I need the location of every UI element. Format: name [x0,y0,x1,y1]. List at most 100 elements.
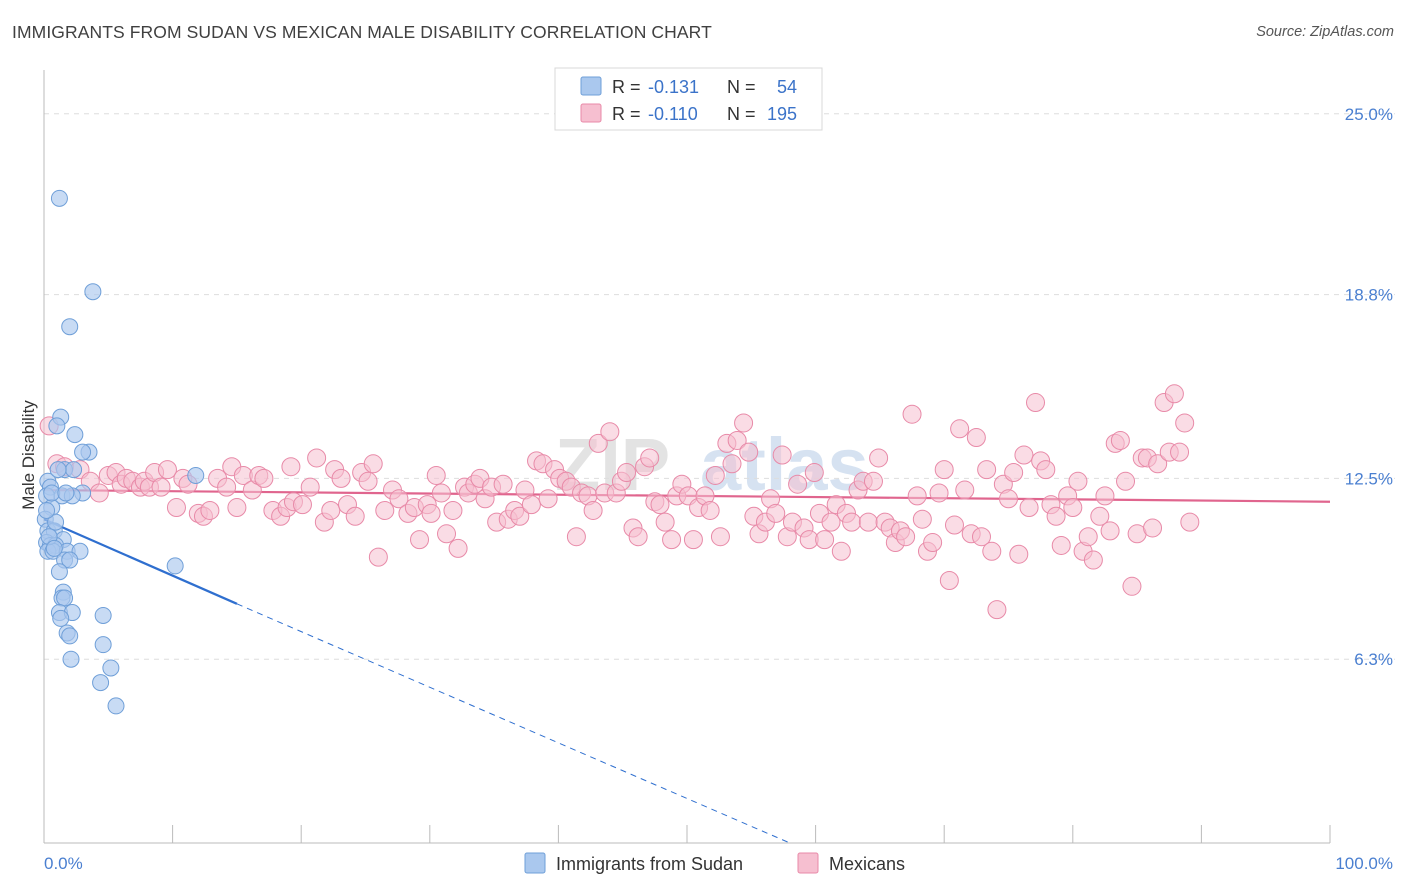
chart-title: IMMIGRANTS FROM SUDAN VS MEXICAN MALE DI… [12,22,712,42]
sudan-point [56,589,74,607]
sudan-point [49,461,67,479]
legend-n-value-mexicans: 195 [767,104,797,124]
mexicans-point [389,489,409,509]
mexicans-point [1110,430,1130,450]
legend-r-value-sudan: -0.131 [648,77,699,97]
mexicans-point [727,430,747,450]
mexicans-point [510,506,530,526]
sudan-trend-line [43,518,238,605]
bottom-legend-swatch-mexicans [797,852,819,874]
y-tick-label: 12.5% [1345,469,1393,488]
sudan-point [43,484,61,502]
mexicans-point [710,527,730,547]
mexicans-point [842,512,862,532]
mexicans-point [521,495,541,515]
mexicans-point [493,474,513,494]
sudan-point [52,609,70,627]
mexicans-point [254,468,274,488]
mexicans-point [443,500,463,520]
sudan-point [92,674,110,692]
mexicans-point [896,527,916,547]
x-tick-label-min: 0.0% [44,854,83,873]
mexicans-point [863,471,883,491]
mexicans-point [437,524,457,544]
legend-n-label-mexicans: N = [727,104,756,124]
mexicans-point [772,445,792,465]
mexicans-point [166,498,186,518]
mexicans-point [944,515,964,535]
mexicans-point [722,454,742,474]
legend-swatch-mexicans [580,103,602,123]
mexicans-point [200,500,220,520]
mexicans-point [987,600,1007,620]
sudan-point [57,484,75,502]
mexicans-point [345,506,365,526]
mexicans-point [650,495,670,515]
mexicans-point [1164,384,1184,404]
mexicans-point [1014,445,1034,465]
bottom-legend-label-sudan: Immigrants from Sudan [556,854,743,874]
x-tick-label-max: 100.0% [1335,854,1393,873]
mexicans-point [869,448,889,468]
sudan-point [66,426,84,444]
sudan-point [61,551,79,569]
sudan-point [187,466,205,484]
y-tick-label: 6.3% [1354,650,1393,669]
mexicans-point [739,442,759,462]
mexicans-point [431,483,451,503]
mexicans-point [421,503,441,523]
mexicans-point [358,471,378,491]
mexicans-point [151,477,171,497]
mexicans-point [788,474,808,494]
sudan-point [94,636,112,654]
mexicans-point [655,512,675,532]
mexicans-point [804,463,824,483]
mexicans-point [300,477,320,497]
mexicans-point [662,530,682,550]
mexicans-point [977,460,997,480]
mexicans-point [1122,576,1142,596]
sudan-trend-extension [236,603,791,844]
mexicans-point [1036,460,1056,480]
mexicans-point [683,530,703,550]
legend-r-label-mexicans: R = [612,104,641,124]
sudan-point [48,417,66,435]
sudan-point [84,283,102,301]
mexicans-point [955,480,975,500]
y-axis-title: Male Disability [19,400,38,510]
sudan-point [74,443,92,461]
mexicans-point [1078,527,1098,547]
sudan-point [166,557,184,575]
mexicans-point [766,503,786,523]
mexicans-point [700,500,720,520]
sudan-point [65,461,83,479]
mexicans-point [1090,506,1110,526]
sudan-point [38,501,56,519]
mexicans-point [929,483,949,503]
mexicans-point [821,512,841,532]
mexicans-point [307,448,327,468]
mexicans-point [1009,544,1029,564]
mexicans-point [934,460,954,480]
legend-r-value-mexicans: -0.110 [648,104,698,124]
mexicans-point [217,477,237,497]
correlation-legend: R = -0.131 N = 54 R = -0.110 N = 195 [554,67,823,131]
mexicans-point [448,538,468,558]
mexicans-point [966,428,986,448]
mexicans-point [566,527,586,547]
y-tick-label: 25.0% [1345,105,1393,124]
mexicans-point [281,457,301,477]
mexicans-point [331,468,351,488]
sudan-point [62,650,80,668]
mexicans-point [368,547,388,567]
mexicans-point [588,433,608,453]
mexicans-point [157,460,177,480]
legend-n-value-sudan: 54 [777,77,797,97]
mexicans-point [1148,454,1168,474]
mexicans-point [982,541,1002,561]
mexicans-point [583,500,603,520]
sudan-point [102,659,120,677]
mexicans-point [1175,413,1195,433]
mexicans-point [831,541,851,561]
